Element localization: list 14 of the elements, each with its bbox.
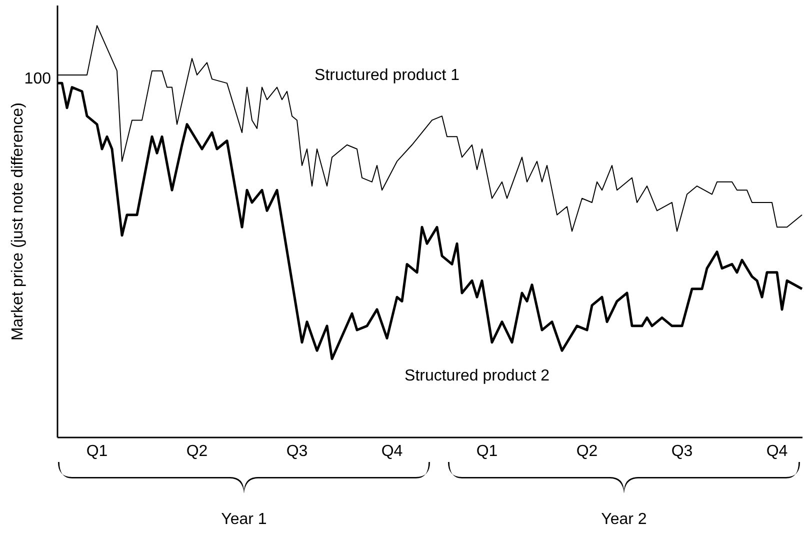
- series-label: Structured product 2: [404, 367, 550, 384]
- text: Year 2: [601, 511, 647, 528]
- text: Q1: [86, 443, 108, 460]
- text: Q2: [576, 443, 598, 460]
- text: Year 1: [221, 511, 267, 528]
- text: Q4: [766, 443, 788, 460]
- text: Q4: [381, 443, 403, 460]
- text: Q3: [671, 443, 693, 460]
- text: 100: [24, 70, 52, 88]
- text: Q3: [286, 443, 308, 460]
- text: Q2: [186, 443, 208, 460]
- text: Q1: [476, 443, 498, 460]
- y-axis-title: Market price (just note difference): [10, 102, 26, 341]
- series-label: Structured product 1: [314, 66, 460, 84]
